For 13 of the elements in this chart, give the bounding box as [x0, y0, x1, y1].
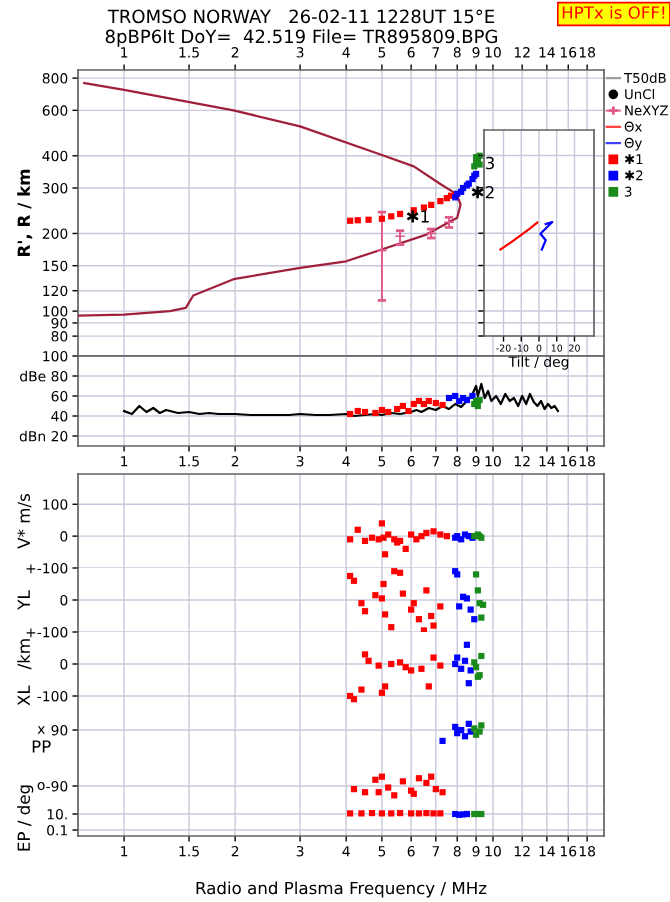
annotation: ✱2 — [471, 185, 494, 199]
y-axis-title: R', R / km — [17, 169, 33, 256]
text: HPTx is OFF! — [562, 5, 665, 19]
y-axis-title: EP / deg — [17, 785, 34, 851]
y-axis-title: V* m/s — [17, 494, 32, 549]
chart-subtitle: 8pBP6It DoY= 42.519 File= TR895809.BPG — [105, 29, 497, 47]
y-axis-title: XL /km — [17, 639, 32, 706]
y-axis-title: YL — [17, 590, 30, 610]
annotation: ✱1 — [406, 210, 429, 223]
annotation: 3 — [486, 156, 495, 170]
chart-title: TROMSO NORWAY 26-02-11 1228UT 15°E — [107, 9, 495, 24]
y-axis-title: PP — [32, 740, 51, 753]
x-axis-title: Radio and Plasma Frequency / MHz — [196, 881, 487, 898]
